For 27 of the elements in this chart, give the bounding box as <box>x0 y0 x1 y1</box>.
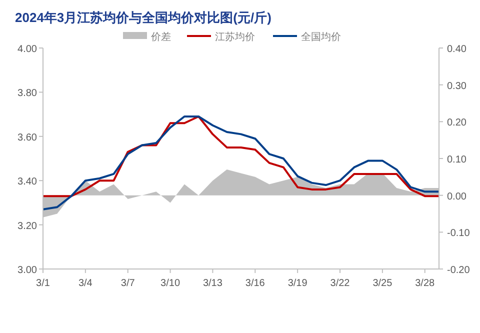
y2-tick-label: 0.10 <box>447 154 467 166</box>
y-tick-label: 4.00 <box>18 44 38 55</box>
y2-tick-label: 0.00 <box>447 191 467 202</box>
x-tick-label: 3/16 <box>245 278 266 289</box>
x-tick-label: 3/22 <box>330 278 350 289</box>
chart-title: 2024年3月江苏均价与全国均价对比图(元/斤) <box>15 10 272 25</box>
y-tick-label: 3.60 <box>18 132 38 144</box>
x-tick-label: 3/7 <box>120 278 136 289</box>
legend-label: 价差 <box>150 31 171 43</box>
y-tick-label: 3.20 <box>18 220 38 232</box>
x-tick-label: 3/25 <box>372 278 393 289</box>
y-tick-label: 3.00 <box>18 265 38 276</box>
y2-tick-label: -0.10 <box>447 228 470 240</box>
y2-tick-label: 0.40 <box>447 44 467 55</box>
y2-tick-label: -0.20 <box>447 265 470 276</box>
x-tick-label: 3/4 <box>78 278 93 289</box>
y2-tick-label: 0.20 <box>447 118 467 129</box>
y-tick-label: 3.80 <box>18 88 38 100</box>
x-tick-label: 3/10 <box>160 278 180 289</box>
x-tick-label: 3/1 <box>36 278 50 289</box>
x-tick-label: 3/19 <box>288 278 308 289</box>
y2-tick-label: 0.30 <box>447 80 467 92</box>
x-tick-label: 3/28 <box>415 278 436 289</box>
y-tick-label: 3.40 <box>18 176 38 188</box>
legend-label: 江苏均价 <box>215 31 255 43</box>
x-tick-label: 3/13 <box>202 278 223 289</box>
legend-label: 全国均价 <box>301 31 341 43</box>
